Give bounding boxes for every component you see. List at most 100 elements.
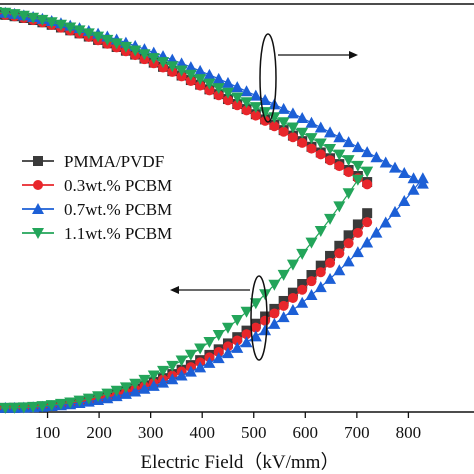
data-point [314,138,327,150]
data-point [296,248,309,260]
data-point [0,7,12,19]
data-point [351,246,364,258]
data-point [297,284,308,295]
data-point [324,126,337,138]
data-point [314,281,327,293]
data-point [184,61,197,73]
data-point [370,226,383,238]
data-point [213,90,224,101]
data-point [287,292,298,303]
data-point [260,115,271,126]
data-point [268,112,281,124]
data-point [203,336,216,348]
legend-marker [32,203,44,214]
data-point [129,378,142,390]
data-point [203,68,216,80]
data-point [232,335,243,346]
legend-label: 1.1wt.% PCBM [64,224,172,243]
x-tick-label: 600 [293,423,319,442]
data-point [407,183,420,195]
data-point [352,219,363,230]
data-point [222,341,233,352]
x-tick-label: 800 [396,423,422,442]
data-point [157,57,170,69]
data-point [362,179,373,190]
data-point [259,93,272,105]
x-tick-label: 500 [241,423,267,442]
data-point [398,166,411,178]
data-point [333,131,346,143]
data-point [314,226,327,238]
data-point [36,401,49,413]
legend-marker [33,156,43,166]
data-point [343,167,354,178]
data-point [342,136,355,148]
data-point [314,121,327,133]
data-point [231,341,244,353]
data-point [166,61,179,73]
data-point [73,395,86,407]
data-point [286,259,299,271]
series-group [0,9,373,413]
data-point [166,373,179,385]
data-point [129,45,142,57]
data-point [231,314,244,326]
data-point [119,41,132,53]
data-point [388,161,401,173]
data-point [194,343,207,355]
data-point [54,19,67,31]
data-point [277,117,290,129]
data-point [315,260,326,271]
series-group [0,9,373,413]
data-point [407,172,420,184]
data-point [269,308,280,319]
data-point [8,402,21,414]
data-point [36,14,49,26]
data-point [138,49,151,61]
data-point [306,270,317,281]
data-point [249,89,262,101]
data-point [286,304,299,316]
data-point [277,269,290,281]
data-point [398,195,411,207]
data-point [286,122,299,134]
data-point [305,237,318,249]
data-point [92,391,105,403]
data-point [241,329,252,340]
data-point [241,105,252,116]
data-point [268,279,281,291]
data-point [166,360,179,372]
data-point [147,53,160,65]
data-point [240,336,253,348]
x-axis-ticks: 100 200 300 400 500 600 700 800 [35,412,421,442]
right-arrow-head [349,51,358,59]
data-point [306,276,317,287]
data-point [157,376,170,388]
x-tick-label: 700 [344,423,370,442]
data-point [73,25,86,37]
data-point [45,17,58,29]
left-arrow-head [170,286,179,294]
data-point [157,365,170,377]
data-point [315,149,326,160]
data-point [138,382,151,394]
data-point [240,85,253,97]
data-point [203,356,216,368]
data-point [249,330,262,342]
legend-marker [32,228,44,239]
data-point [17,10,30,22]
series-line-upper [0,13,368,183]
legend-marker [33,180,43,190]
data-point [325,250,336,261]
data-point [212,83,225,95]
data-point [231,81,244,93]
data-point [250,322,261,333]
data-point [361,236,374,248]
data-point [27,12,40,24]
data-point [277,102,290,114]
data-point [324,213,337,225]
data-point [315,267,326,278]
data-point [129,385,142,397]
data-point [260,315,271,326]
data-point [184,69,197,81]
